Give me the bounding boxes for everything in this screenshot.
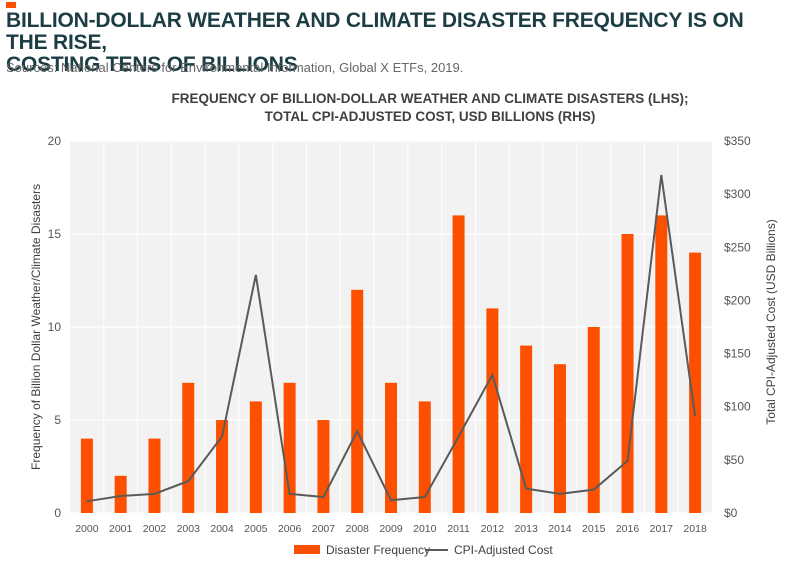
legend-line-label: CPI-Adjusted Cost bbox=[454, 543, 553, 557]
bar-2017 bbox=[655, 215, 668, 513]
chart-title-line-1: FREQUENCY OF BILLION-DOLLAR WEATHER AND … bbox=[171, 91, 689, 106]
x-tick-label: 2008 bbox=[346, 523, 370, 535]
bar-2001 bbox=[114, 475, 127, 513]
x-tick-label: 2010 bbox=[413, 523, 437, 535]
bar-2018 bbox=[689, 252, 702, 513]
x-tick-label: 2016 bbox=[616, 523, 640, 535]
right-axis-ticks: $0 $50 $100 $150 $200 $250 $300 $350 bbox=[724, 134, 751, 520]
sources-note: Sources: National Centers for Environmen… bbox=[6, 60, 464, 75]
x-tick-label: 2018 bbox=[683, 523, 707, 535]
chart-title-line-2: TOTAL CPI-ADJUSTED COST, USD BILLIONS (R… bbox=[264, 109, 596, 124]
x-tick-label: 2014 bbox=[548, 523, 572, 535]
cost-line bbox=[86, 174, 697, 503]
bar-2011 bbox=[452, 215, 465, 513]
right-tick-label: $150 bbox=[724, 347, 751, 361]
left-tick-label: 5 bbox=[54, 413, 61, 427]
bar-2015 bbox=[587, 327, 600, 513]
x-tick-label: 2017 bbox=[650, 523, 674, 535]
left-tick-label: 10 bbox=[48, 320, 62, 334]
x-tick-label: 2007 bbox=[312, 523, 336, 535]
accent-bar bbox=[6, 2, 16, 8]
left-axis-ticks: 0 5 10 15 20 bbox=[48, 134, 62, 520]
headline-line-2: COSTING TENS OF BILLIONS bbox=[6, 53, 298, 76]
right-axis-label: Total CPI-Adjusted Cost (USD Billions) bbox=[764, 219, 778, 424]
right-tick-label: $100 bbox=[724, 400, 751, 414]
left-tick-label: 15 bbox=[48, 227, 62, 241]
headline-line-1: BILLION-DOLLAR WEATHER AND CLIMATE DISAS… bbox=[6, 9, 744, 54]
x-tick-label: 2003 bbox=[177, 523, 201, 535]
x-tick-label: 2001 bbox=[109, 523, 133, 535]
bar-2007 bbox=[317, 420, 330, 513]
right-tick-label: $200 bbox=[724, 293, 751, 307]
bar-2010 bbox=[418, 401, 431, 513]
x-tick-label: 2006 bbox=[278, 523, 302, 535]
left-tick-label: 0 bbox=[54, 506, 61, 520]
bar-2004 bbox=[216, 420, 229, 513]
x-tick-label: 2000 bbox=[75, 523, 99, 535]
x-axis-ticks: 2000 2001 2002 2003 2004 2005 2006 2007 2008 2009… bbox=[75, 523, 707, 535]
left-axis-label: Frequency of Billion Dollar Weather/Clim… bbox=[29, 184, 43, 470]
x-tick-label: 2002 bbox=[143, 523, 167, 535]
bar-2008 bbox=[351, 289, 364, 513]
right-tick-label: $50 bbox=[724, 453, 744, 467]
bar-2005 bbox=[249, 401, 262, 513]
bar-2014 bbox=[553, 364, 566, 513]
bar-2012 bbox=[486, 308, 499, 513]
legend-bar-swatch bbox=[294, 545, 320, 554]
bar-2002 bbox=[148, 438, 161, 513]
bar-2003 bbox=[182, 382, 195, 513]
x-tick-label: 2004 bbox=[210, 523, 234, 535]
legend: Disaster Frequency CPI-Adjusted Cost bbox=[294, 543, 553, 557]
grid-lines bbox=[70, 140, 712, 514]
legend-bar-label: Disaster Frequency bbox=[326, 543, 430, 557]
x-tick-label: 2005 bbox=[244, 523, 268, 535]
bar-series bbox=[80, 215, 702, 513]
right-tick-label: $0 bbox=[724, 506, 738, 520]
right-tick-label: $350 bbox=[724, 134, 751, 148]
bar-2013 bbox=[520, 345, 533, 513]
x-tick-label: 2011 bbox=[447, 523, 470, 535]
left-tick-label: 20 bbox=[48, 134, 62, 148]
right-tick-label: $300 bbox=[724, 187, 751, 201]
right-tick-label: $250 bbox=[724, 240, 751, 254]
x-tick-label: 2012 bbox=[481, 523, 505, 535]
bar-2000 bbox=[80, 438, 93, 513]
x-tick-label: 2009 bbox=[379, 523, 403, 535]
x-tick-label: 2013 bbox=[514, 523, 538, 535]
bar-2009 bbox=[385, 382, 397, 513]
x-tick-label: 2015 bbox=[582, 523, 606, 535]
bar-2016 bbox=[621, 234, 634, 513]
headline: BILLION-DOLLAR WEATHER AND CLIMATE DISAS… bbox=[6, 10, 786, 76]
